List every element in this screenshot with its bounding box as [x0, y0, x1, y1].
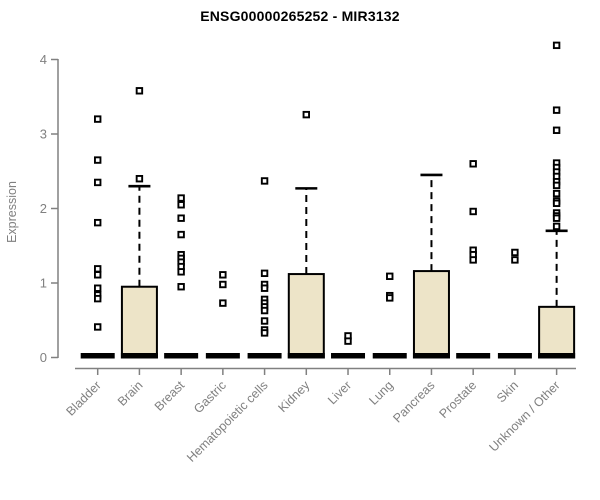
outlier-point [177, 214, 185, 222]
x-tick-label: Gastric [191, 378, 229, 416]
y-tick-label: 2 [40, 201, 47, 216]
outlier-point [302, 110, 310, 119]
collapsed-box [456, 353, 491, 359]
outlier-point [177, 201, 185, 209]
outlier-point [552, 41, 561, 50]
x-tick-label: Pancreas [390, 378, 437, 425]
outlier-point [135, 174, 144, 183]
outlier-point [469, 160, 477, 168]
outlier-point [219, 271, 227, 279]
outlier-point [511, 256, 519, 264]
y-tick-label: 1 [40, 276, 47, 291]
x-tick-label: Hematopoietic cells [184, 378, 271, 465]
chart-title: ENSG00000265252 - MIR3132 [200, 8, 400, 24]
outlier-point [552, 189, 561, 198]
collapsed-box [497, 353, 532, 359]
outlier-point [177, 194, 185, 202]
outlier-point [552, 222, 561, 231]
outlier-point [260, 306, 269, 315]
median-line [287, 353, 325, 359]
outlier-point [177, 283, 185, 291]
x-tick-label: Bladder [63, 378, 103, 418]
median-line [538, 353, 576, 359]
outlier-point [93, 178, 102, 187]
outlier-point [552, 106, 561, 114]
x-tick-label: Breast [152, 378, 188, 414]
outlier-point [552, 181, 561, 190]
outlier-point [260, 317, 269, 325]
y-axis-title: Expression [5, 181, 19, 243]
x-tick-label: Unknown / Other [487, 378, 563, 454]
collapsed-box [164, 353, 199, 359]
outlier-point [177, 268, 185, 276]
collapsed-box [247, 353, 282, 359]
median-line [120, 353, 158, 359]
y-tick-label: 4 [40, 52, 47, 67]
outlier-point [219, 299, 227, 307]
outlier-point [260, 269, 269, 278]
median-line [412, 353, 450, 359]
outlier-point [93, 265, 102, 273]
collapsed-box [80, 353, 115, 359]
y-tick-label: 3 [40, 127, 47, 142]
x-tick-label: Kidney [275, 378, 312, 415]
outlier-point [93, 218, 102, 227]
box-iqr [412, 270, 450, 359]
outlier-point [177, 230, 185, 239]
outlier-point [219, 280, 227, 289]
x-tick-label: Skin [494, 378, 521, 405]
outlier-point [511, 248, 519, 257]
outlier-point [135, 87, 144, 95]
y-tick-label: 0 [40, 350, 47, 365]
outlier-point [93, 115, 102, 123]
outlier-point [469, 207, 477, 216]
outlier-point [469, 256, 477, 264]
outlier-point [93, 271, 102, 279]
box-iqr [538, 305, 576, 359]
collapsed-box [372, 353, 407, 359]
outlier-point [93, 284, 102, 292]
outlier-point [552, 214, 561, 222]
x-tick-label: Liver [325, 378, 354, 407]
x-tick-label: Prostate [436, 378, 479, 421]
outlier-point [260, 329, 269, 337]
outlier-point [552, 126, 561, 134]
collapsed-box [205, 353, 240, 359]
x-tick-label: Lung [366, 378, 396, 408]
box-iqr [120, 285, 158, 359]
outlier-point [93, 323, 102, 331]
outlier-point [344, 337, 352, 345]
outlier-point [93, 156, 102, 164]
outlier-point [386, 294, 394, 302]
box-iqr [287, 273, 325, 359]
outlier-point [260, 177, 269, 185]
outlier-point [93, 294, 102, 303]
outlier-point [552, 199, 561, 207]
outlier-point [260, 284, 269, 292]
collapsed-box [331, 353, 366, 359]
x-tick-label: Brain [115, 378, 146, 409]
outlier-point [386, 272, 394, 280]
